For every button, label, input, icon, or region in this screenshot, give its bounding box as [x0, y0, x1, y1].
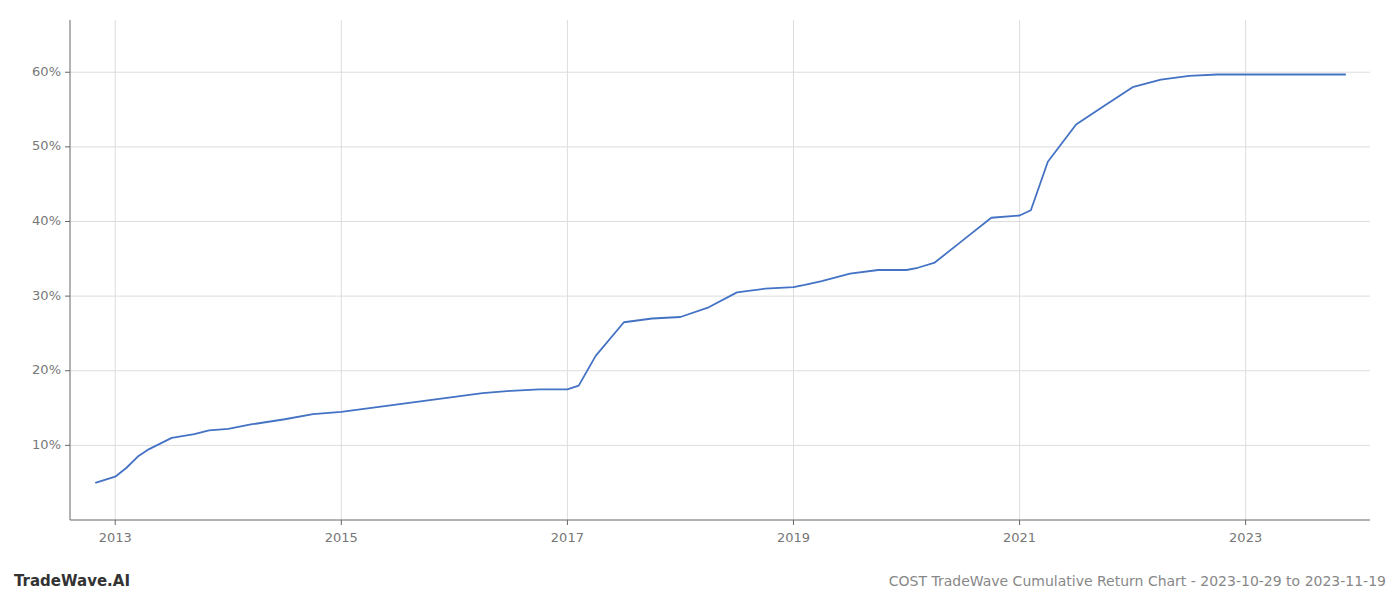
- x-grid-line: [1019, 20, 1020, 520]
- x-tick-label: 2015: [325, 530, 358, 545]
- x-tick: [1245, 520, 1246, 525]
- x-tick-label: 2023: [1229, 530, 1262, 545]
- y-tick-label: 20%: [32, 362, 61, 377]
- y-grid-line: [70, 72, 1370, 73]
- x-tick-label: 2019: [777, 530, 810, 545]
- x-tick: [567, 520, 568, 525]
- y-grid-line: [70, 370, 1370, 371]
- y-grid-line: [70, 445, 1370, 446]
- x-grid-line: [341, 20, 342, 520]
- y-tick-label: 40%: [32, 213, 61, 228]
- y-tick: [65, 221, 70, 222]
- y-grid-line: [70, 296, 1370, 297]
- x-tick: [793, 520, 794, 525]
- texts: COST TradeWave Cumulative Return Chart -…: [14, 572, 1386, 590]
- x-tick-label: 2021: [1003, 530, 1036, 545]
- watermark: TradeWave.AI: [14, 572, 130, 590]
- y-tick-label: 50%: [32, 138, 61, 153]
- plot-data: [96, 74, 1345, 482]
- y-tick: [65, 146, 70, 147]
- y-tick: [65, 445, 70, 446]
- return-line: [96, 74, 1345, 482]
- y-axis-line: [70, 20, 71, 520]
- x-tick-label: 2013: [99, 530, 132, 545]
- x-grid-line: [567, 20, 568, 520]
- chart: 10% 20% 30% 40% 50% 60% 2013 2015 2017 2019 2021 20…: [0, 0, 1400, 600]
- x-tick: [1019, 520, 1020, 525]
- axes: 10% 20% 30% 40% 50% 60% 2013 2015 2017 2019 2021 20…: [32, 20, 1370, 545]
- x-grid-line: [115, 20, 116, 520]
- title: COST TradeWave Cumulative Return Chart -…: [889, 573, 1386, 589]
- y-tick-label: 30%: [32, 288, 61, 303]
- x-grid-line: [1245, 20, 1246, 520]
- x-tick: [115, 520, 116, 525]
- x-grid-line: [793, 20, 794, 520]
- x-axis-line: [70, 520, 1370, 521]
- grid: [70, 20, 1370, 520]
- y-tick-label: 10%: [32, 437, 61, 452]
- y-grid-line: [70, 146, 1370, 147]
- x-tick: [341, 520, 342, 525]
- x-tick-label: 2017: [551, 530, 584, 545]
- y-tick: [65, 296, 70, 297]
- y-grid-line: [70, 221, 1370, 222]
- y-tick-label: 60%: [32, 64, 61, 79]
- y-tick: [65, 72, 70, 73]
- y-tick: [65, 370, 70, 371]
